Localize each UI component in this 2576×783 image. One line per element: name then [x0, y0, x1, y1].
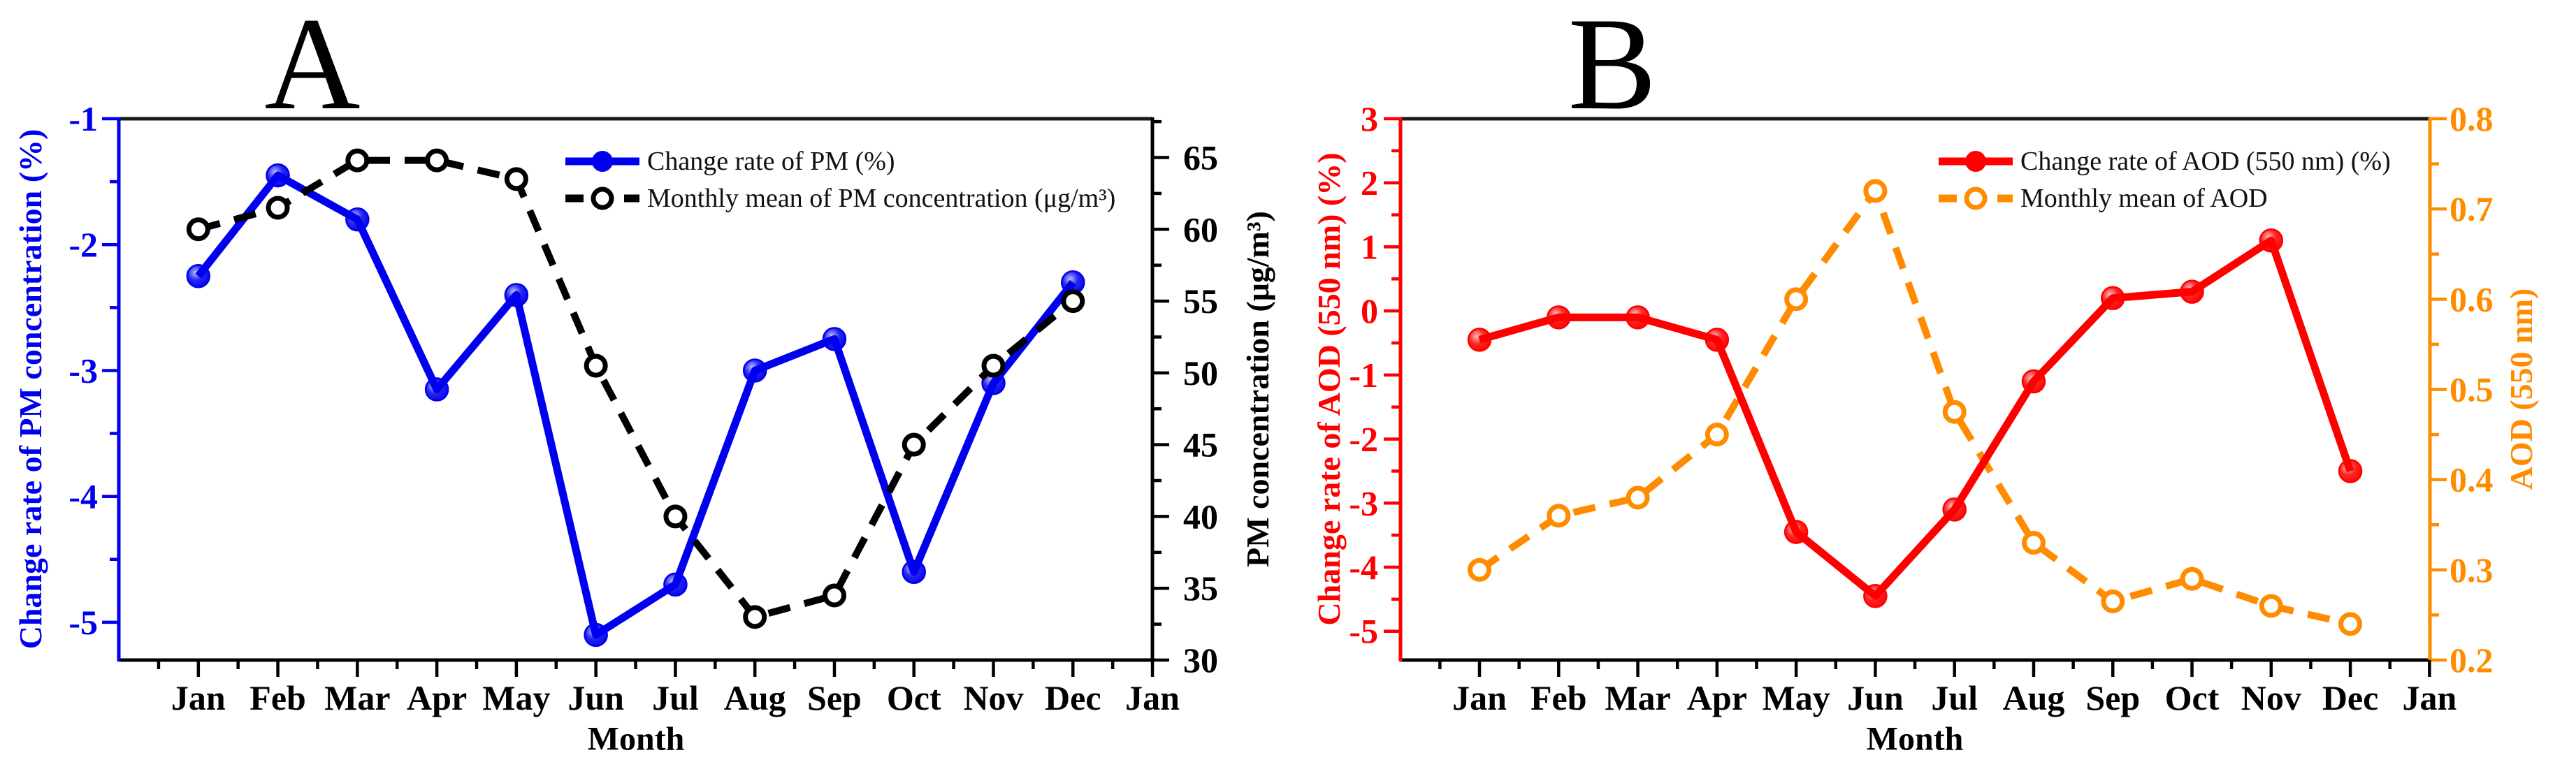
- panel-b-x-axis-title: Month: [1866, 720, 1964, 758]
- tick-label: -3: [68, 351, 98, 390]
- panel-a-left-axis-title: Change rate of PM concentration (%): [13, 129, 48, 650]
- month-tick-label: Nov: [963, 678, 1023, 717]
- tick-label: -2: [68, 225, 98, 264]
- solid-line-filled-marker-icon: [565, 150, 639, 172]
- month-tick-label: Jan: [2402, 678, 2456, 717]
- month-tick-label: Jun: [1847, 678, 1904, 717]
- panel-b-title: B: [1568, 0, 1657, 138]
- series-monthly-mean: [186, 148, 1085, 629]
- legend-label: Monthly mean of AOD: [2020, 183, 2268, 213]
- panel-a-right-axis-title: PM concentration (μg/m³): [1240, 211, 1275, 567]
- tick-label: 3: [1361, 99, 1378, 138]
- month-tick-label: Jun: [567, 678, 624, 717]
- tick-label: -3: [1349, 483, 1378, 522]
- month-tick-label: Sep: [807, 678, 862, 717]
- left-axis: -1 -2 -3 -4 -5: [68, 99, 119, 642]
- legend-item: Change rate of AOD (550 nm) (%): [1937, 142, 2391, 180]
- month-tick-label: Jul: [652, 678, 699, 717]
- month-tick-label: Mar: [1605, 678, 1670, 717]
- tick-label: 1: [1361, 227, 1378, 266]
- tick-label: 30: [1183, 641, 1218, 680]
- series-monthly-mean: [1468, 179, 2363, 636]
- tick-label: -4: [68, 477, 98, 516]
- month-tick-label: Aug: [2002, 678, 2064, 717]
- tick-label: 2: [1361, 163, 1378, 203]
- tick-label: 0.2: [2450, 641, 2494, 680]
- panel-b-right-axis-title: AOD (550 nm): [2503, 288, 2539, 490]
- month-tick-label: Jul: [1931, 678, 1978, 717]
- tick-label: 0.6: [2450, 279, 2494, 319]
- dashed-line-open-marker-icon: [1939, 186, 2013, 210]
- tick-label: -1: [1349, 356, 1378, 395]
- tick-label: -2: [1349, 420, 1378, 459]
- panel-a-title: A: [264, 0, 361, 138]
- right-axis: 65 60 55 50 45 40 35 30: [1152, 119, 1218, 680]
- tick-label: 0: [1361, 291, 1378, 330]
- right-axis: 0.8 0.7 0.6 0.5 0.4 0.3 0.2: [2430, 99, 2494, 680]
- tick-label: 0.7: [2450, 189, 2494, 228]
- month-tick-label: Oct: [887, 678, 941, 717]
- tick-label: 50: [1183, 353, 1218, 393]
- month-tick-label: Jan: [1452, 678, 1507, 717]
- legend-item: Monthly mean of PM concentration (μg/m³): [563, 180, 1115, 217]
- panel-a-x-axis-title: Month: [587, 720, 685, 758]
- month-tick-label: Apr: [1687, 678, 1747, 717]
- legend-label: Change rate of AOD (550 nm) (%): [2020, 146, 2391, 176]
- month-tick-label: May: [482, 678, 550, 717]
- tick-label: -1: [68, 99, 98, 138]
- tick-label: 55: [1183, 281, 1218, 321]
- tick-label: -5: [1349, 612, 1378, 651]
- month-tick-label: Feb: [1531, 678, 1587, 717]
- tick-label: 40: [1183, 497, 1218, 536]
- tick-label: 45: [1183, 425, 1218, 464]
- panel-b-left-axis-title: Change rate of AOD (550 nm) (%): [1311, 152, 1347, 626]
- month-tick-label: Feb: [249, 678, 306, 717]
- month-tick-label: Oct: [2165, 678, 2220, 717]
- tick-label: -4: [1349, 548, 1378, 587]
- tick-label: 0.5: [2450, 370, 2494, 409]
- series-change-rate: [186, 163, 1085, 647]
- x-axis: Jan Feb Mar Apr May Jun Jul Aug Sep Oct Nov Dec Jan: [1438, 660, 2456, 717]
- month-tick-label: Aug: [724, 678, 786, 717]
- legend-item: Change rate of PM (%): [563, 142, 1115, 180]
- tick-label: 0.8: [2450, 99, 2494, 138]
- legend-label: Monthly mean of PM concentration (μg/m³): [647, 183, 1116, 213]
- month-tick-label: Nov: [2241, 678, 2301, 717]
- solid-line-filled-marker-icon: [1939, 150, 2013, 172]
- month-tick-label: Dec: [1045, 678, 1101, 717]
- series-change-rate: [1467, 228, 2363, 608]
- tick-label: 65: [1183, 138, 1218, 177]
- month-tick-label: May: [1763, 678, 1830, 717]
- panel-a-legend: Change rate of PM (%) Monthly mean of PM…: [563, 142, 1115, 217]
- left-axis: 3 2 1 0 -1 -2 -3 -4 -5: [1349, 99, 1401, 651]
- legend-label: Change rate of PM (%): [647, 146, 895, 176]
- tick-label: -5: [68, 603, 98, 642]
- tick-label: 0.3: [2450, 550, 2494, 590]
- tick-label: 0.4: [2450, 460, 2494, 499]
- month-tick-label: Dec: [2322, 678, 2379, 717]
- month-tick-label: Mar: [324, 678, 390, 717]
- tick-label: 35: [1183, 569, 1218, 608]
- month-tick-label: Jan: [171, 678, 226, 717]
- legend-item: Monthly mean of AOD: [1937, 180, 2391, 217]
- dashed-line-open-marker-icon: [565, 186, 639, 210]
- month-tick-label: Jan: [1125, 678, 1180, 717]
- panel-b-legend: Change rate of AOD (550 nm) (%) Monthly …: [1937, 142, 2391, 217]
- x-axis: Jan Feb Mar Apr May Jun Jul Aug Sep Oct Nov Dec Jan: [157, 660, 1180, 717]
- month-tick-label: Apr: [407, 678, 467, 717]
- month-tick-label: Sep: [2085, 678, 2140, 717]
- tick-label: 60: [1183, 210, 1218, 249]
